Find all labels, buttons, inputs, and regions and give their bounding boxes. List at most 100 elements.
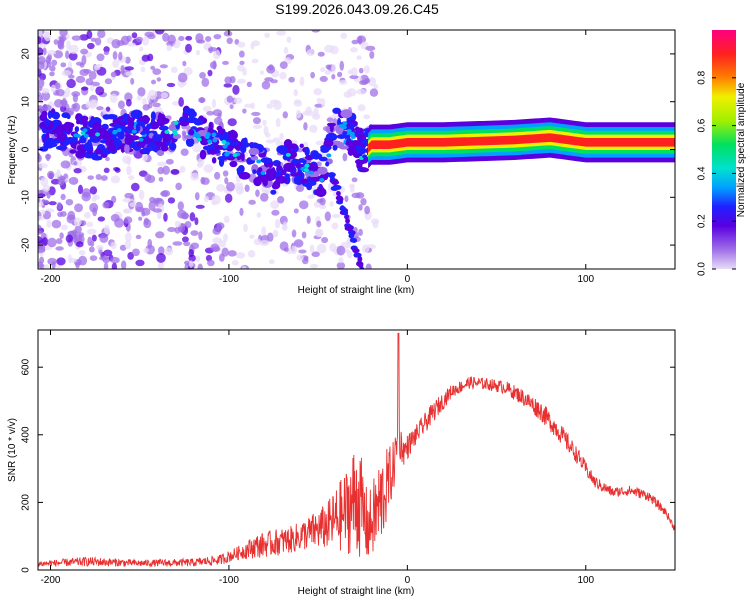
heatmap-cell bbox=[201, 177, 210, 185]
snr-series-line bbox=[38, 332, 675, 568]
heatmap-cell bbox=[248, 147, 260, 156]
heatmap-cell bbox=[38, 56, 46, 65]
heatmap-cell bbox=[118, 121, 127, 127]
heatmap-cell bbox=[369, 88, 379, 97]
heatmap-cell bbox=[362, 154, 368, 159]
heatmap-cell bbox=[71, 103, 77, 110]
heatmap-cell bbox=[293, 208, 299, 214]
heatmap-cell bbox=[311, 113, 321, 120]
heatmap-cell bbox=[142, 36, 150, 46]
heatmap-cell bbox=[217, 112, 222, 119]
heatmap-cell bbox=[124, 232, 132, 242]
heatmap-cell bbox=[68, 176, 79, 185]
heatmap-cell bbox=[67, 254, 73, 264]
heatmap-cell bbox=[43, 264, 50, 269]
heatmap-cell bbox=[96, 53, 105, 62]
heatmap-cell bbox=[90, 37, 97, 42]
heatmap-cell bbox=[103, 51, 110, 56]
heatmap-cell bbox=[270, 189, 277, 195]
heatmap-cell bbox=[340, 32, 347, 39]
heatmap-cell bbox=[96, 245, 104, 250]
heatmap-cell bbox=[167, 227, 177, 233]
heatmap-cell bbox=[224, 193, 233, 203]
heatmap-cell bbox=[195, 204, 205, 209]
heatmap-cell bbox=[130, 77, 135, 85]
heatmap-cell bbox=[118, 51, 123, 61]
heatmap-cell bbox=[277, 196, 285, 204]
heatmap-cell bbox=[151, 121, 158, 130]
heatmap-cell bbox=[227, 118, 237, 127]
heatmap-cell bbox=[156, 150, 165, 157]
heatmap-cell bbox=[75, 119, 81, 125]
x-tick-label: -200 bbox=[40, 274, 60, 285]
heatmap-cell bbox=[185, 35, 193, 41]
heatmap-cell bbox=[223, 215, 230, 224]
heatmap-cell bbox=[178, 35, 185, 42]
heatmap-cell bbox=[224, 76, 233, 84]
heatmap-cell bbox=[309, 244, 315, 253]
heatmap-cell bbox=[232, 84, 240, 95]
heatmap-cell bbox=[111, 262, 117, 269]
heatmap-cell bbox=[350, 47, 358, 53]
heatmap-cell bbox=[83, 133, 89, 138]
heatmap-cell bbox=[347, 148, 354, 156]
heatmap-cell bbox=[86, 221, 94, 227]
heatmap-cell bbox=[257, 167, 263, 173]
heatmap-cell bbox=[43, 31, 52, 42]
heatmap-cell bbox=[152, 133, 162, 142]
heatmap-cell bbox=[344, 214, 350, 220]
heatmap-cell bbox=[85, 101, 93, 109]
heatmap-cell bbox=[260, 192, 269, 202]
heatmap-cell bbox=[363, 65, 370, 74]
heatmap-cell bbox=[271, 209, 280, 216]
heatmap-cell bbox=[304, 146, 310, 157]
heatmap-cell bbox=[38, 224, 42, 230]
heatmap-cell bbox=[163, 136, 169, 143]
heatmap-cell bbox=[68, 52, 78, 61]
heatmap-cell bbox=[190, 172, 200, 181]
heatmap-cell bbox=[182, 212, 189, 220]
heatmap-cell bbox=[61, 112, 70, 119]
heatmap-cell bbox=[75, 133, 81, 138]
heatmap-cell bbox=[316, 220, 322, 228]
heatmap-cell bbox=[242, 67, 247, 76]
heatmap-cell bbox=[71, 139, 77, 144]
heatmap-cell bbox=[82, 128, 88, 133]
heatmap-cell bbox=[202, 105, 212, 112]
heatmap-cell bbox=[194, 192, 200, 201]
heatmap-cell bbox=[329, 201, 334, 207]
x-tick-label: 100 bbox=[577, 274, 594, 285]
heatmap-cell bbox=[89, 255, 98, 262]
heatmap-cell bbox=[211, 200, 217, 206]
heatmap-cell bbox=[183, 67, 193, 76]
heatmap-cell bbox=[313, 201, 321, 208]
heatmap-cell bbox=[222, 60, 229, 65]
heatmap-cell bbox=[274, 219, 281, 229]
heatmap-cell bbox=[80, 220, 87, 226]
heatmap-cell bbox=[83, 69, 92, 74]
heatmap-cell bbox=[113, 138, 123, 147]
heatmap-cell bbox=[357, 35, 363, 45]
heatmap-cell bbox=[112, 51, 118, 60]
heatmap-cell bbox=[363, 114, 371, 120]
heatmap-cell bbox=[283, 247, 289, 252]
heatmap-cell bbox=[309, 124, 318, 133]
colorbar-ticks: 0.0 0.2 0.4 0.6 0.8 bbox=[697, 70, 736, 276]
heatmap-cell bbox=[38, 236, 43, 245]
heatmap-cell bbox=[223, 30, 233, 37]
heatmap-cell bbox=[105, 156, 110, 162]
heatmap-cell bbox=[157, 117, 170, 124]
heatmap-cell bbox=[177, 72, 188, 83]
heatmap-cell bbox=[105, 106, 111, 112]
spectrogram-y-label: Frequency (Hz) bbox=[7, 116, 18, 185]
heatmap-cell bbox=[94, 64, 101, 71]
heatmap-cell bbox=[41, 237, 49, 247]
heatmap-cell bbox=[205, 36, 212, 42]
heatmap-cell bbox=[268, 64, 274, 71]
heatmap-cell bbox=[68, 44, 79, 54]
heatmap-cell bbox=[360, 198, 367, 206]
heatmap-cell bbox=[350, 67, 358, 76]
heatmap-cell bbox=[109, 93, 118, 103]
heatmap-cell bbox=[286, 36, 292, 43]
